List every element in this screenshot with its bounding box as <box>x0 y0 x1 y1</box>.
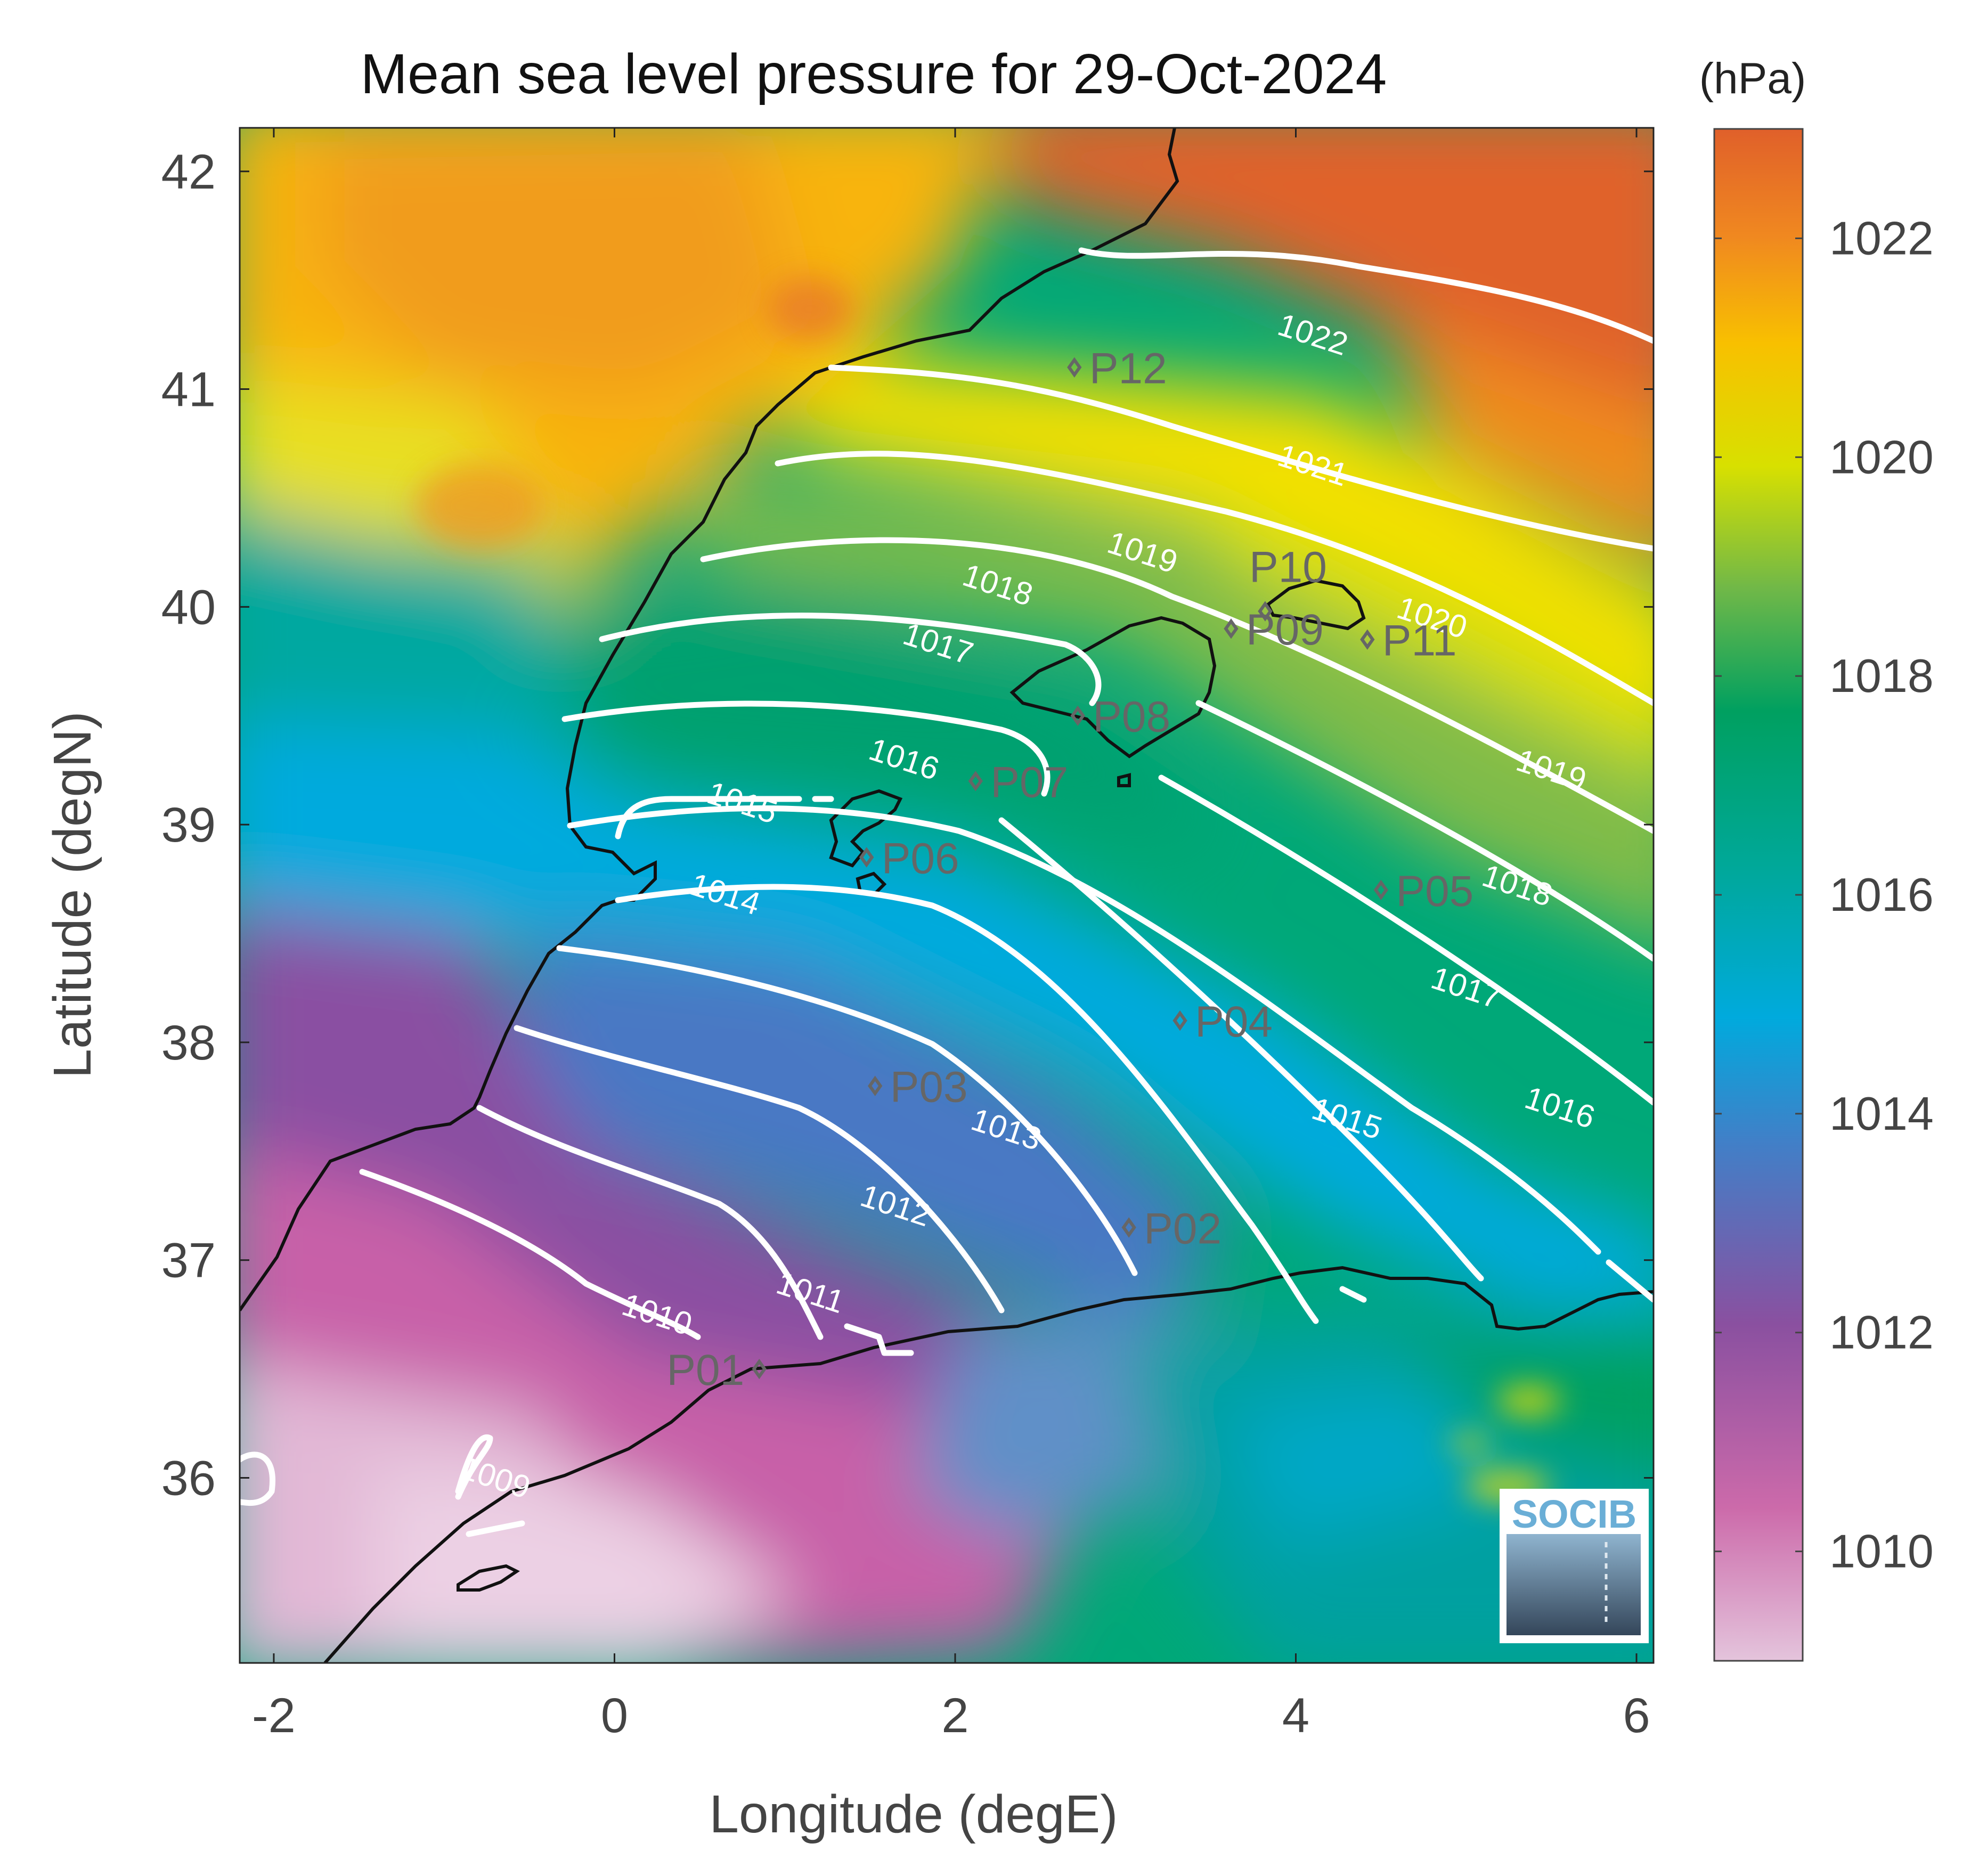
isobars <box>240 247 1654 1537</box>
station-label: P03 <box>890 1063 968 1112</box>
station-p07: P07 <box>968 758 1068 806</box>
colorbar-tick-label: 1020 <box>1829 430 1934 483</box>
isobar-1017 <box>561 700 1654 1106</box>
station-marker <box>859 847 874 868</box>
station-p01: P01 <box>666 1346 767 1394</box>
station-marker <box>1360 629 1375 650</box>
station-p08: P08 <box>1070 693 1170 741</box>
y-tick-label: 42 <box>161 145 216 199</box>
colorbar-tick-label: 1022 <box>1829 211 1934 264</box>
map-frame <box>239 127 1655 1664</box>
station-marker <box>968 771 983 792</box>
colorbar-unit: (hPa) <box>1699 54 1806 103</box>
colorbar-tick-label: 1010 <box>1829 1525 1934 1578</box>
station-marker <box>1172 1010 1187 1031</box>
station-p03: P03 <box>868 1063 968 1112</box>
colorbar-tick-label: 1014 <box>1829 1087 1934 1140</box>
station-label: P07 <box>990 758 1068 806</box>
isobar-1009 <box>240 1434 525 1537</box>
colorbar-tick-label: 1018 <box>1829 649 1934 702</box>
isobar-1013 <box>556 945 1138 1276</box>
socib-logo-text: SOCIB <box>1512 1492 1636 1536</box>
station-marker <box>1373 879 1389 900</box>
y-tick-label: 36 <box>161 1451 216 1506</box>
station-label: P08 <box>1093 693 1170 741</box>
station-label: P04 <box>1195 998 1273 1046</box>
y-axis-ticks: 36 37 38 39 40 41 42 <box>161 145 1654 1506</box>
station-p02: P02 <box>1121 1204 1221 1253</box>
isobar-1020 <box>775 451 1654 706</box>
station-label: P09 <box>1246 606 1324 654</box>
y-axis-label: Latitude (degN) <box>43 711 102 1078</box>
isobar-1011 <box>476 1105 914 1356</box>
station-marker <box>1121 1217 1136 1238</box>
station-p12: P12 <box>1067 345 1167 393</box>
station-p11: P11 <box>1360 617 1457 665</box>
y-tick-label: 41 <box>161 363 216 417</box>
x-tick-label: -2 <box>252 1689 296 1743</box>
isobar-1016 <box>567 805 1654 1303</box>
isobar-1018 <box>599 613 1654 962</box>
isobar-1012 <box>514 1025 1005 1314</box>
station-label: P11 <box>1382 617 1457 665</box>
isobar-1014 <box>615 884 1367 1324</box>
colorbar-tick-label: 1016 <box>1829 868 1934 921</box>
station-p04: P04 <box>1172 998 1273 1046</box>
station-label: P10 <box>1249 543 1327 592</box>
x-tick-label: 6 <box>1623 1689 1650 1743</box>
station-marker <box>1224 618 1239 639</box>
isobar-1019 <box>700 537 1654 834</box>
y-tick-label: 37 <box>161 1234 216 1288</box>
chart-title: Mean sea level pressure for 29-Oct-2024 <box>361 43 1387 105</box>
station-label: P05 <box>1396 867 1473 916</box>
station-marker <box>1070 705 1085 726</box>
map-panel: 1022102110201019101910181018101710171016… <box>240 128 1654 1663</box>
isobar-1022 <box>1078 247 1654 344</box>
station-marker <box>1258 601 1273 622</box>
station-p09: P09 <box>1224 606 1324 654</box>
x-tick-label: 2 <box>941 1689 968 1743</box>
y-tick-label: 39 <box>161 798 216 852</box>
station-label: P01 <box>666 1346 744 1394</box>
colorbar-tick-label: 1012 <box>1829 1306 1934 1359</box>
y-tick-label: 38 <box>161 1016 216 1070</box>
x-tick-label: 0 <box>601 1689 628 1743</box>
station-p05: P05 <box>1373 867 1473 916</box>
station-label: P12 <box>1089 345 1167 393</box>
isobar-1010 <box>359 1169 701 1340</box>
x-tick-label: 4 <box>1282 1689 1309 1743</box>
station-marker <box>752 1358 767 1380</box>
socib-logo: SOCIB <box>1500 1489 1649 1643</box>
stations: P01 P02 P03 P04 P05 P06 P07 P08 P09 P10 P11 P12 <box>666 345 1473 1394</box>
isobar-1021 <box>828 364 1654 552</box>
x-axis-ticks: -2 0 2 4 6 <box>252 128 1650 1743</box>
colorbar-ticks: 1010 1012 1014 1016 1018 1020 1022 <box>1714 211 1934 1578</box>
station-label: P02 <box>1144 1204 1221 1253</box>
y-tick-label: 40 <box>161 580 216 634</box>
colorbar: 1010 1012 1014 1016 1018 1020 1022 (hPa) <box>1699 54 1934 1662</box>
x-axis-label: Longitude (degE) <box>709 1784 1118 1844</box>
field-accents <box>416 277 1561 1502</box>
station-p10: P10 <box>1249 543 1327 622</box>
station-label: P06 <box>882 834 959 883</box>
station-marker <box>1067 357 1082 378</box>
isobar-1015 <box>615 796 1484 1282</box>
station-p06: P06 <box>859 834 959 883</box>
colorbar-gradient <box>1713 128 1804 1662</box>
station-marker <box>868 1075 883 1096</box>
